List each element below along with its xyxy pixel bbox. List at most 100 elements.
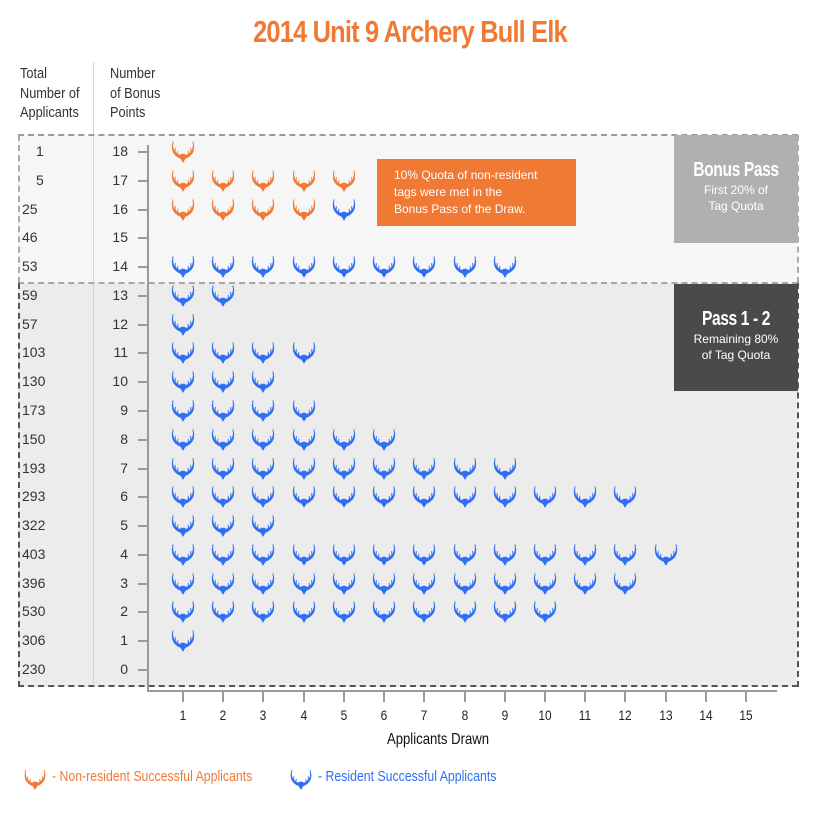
nonresident-elk-icon (22, 766, 48, 792)
x-tick (463, 692, 466, 702)
total-applicants-value: 25 (22, 200, 38, 217)
resident-elk-icon (571, 482, 599, 510)
resident-elk-icon (330, 425, 358, 453)
resident-elk-icon (290, 482, 318, 510)
bonus-points-value: 2 (120, 603, 128, 620)
x-tick-label: 13 (658, 707, 673, 723)
bonus-pass-sub: First 20% of (703, 183, 769, 197)
resident-elk-icon (169, 597, 197, 625)
x-tick (624, 692, 627, 702)
resident-elk-icon (451, 252, 479, 280)
legend-resident: - Resident Successful Applicants (318, 768, 497, 785)
bonus-points-value: 12 (112, 315, 128, 332)
y-tick (138, 237, 148, 240)
resident-elk-icon (571, 569, 599, 597)
x-tick-label: 12 (618, 707, 632, 723)
nonresident-elk-icon (290, 166, 318, 194)
total-applicants-value: 530 (22, 603, 46, 620)
y-tick (138, 467, 148, 470)
x-tick-label: 4 (300, 707, 307, 723)
dashed-border-right (797, 283, 799, 687)
y-tick (138, 151, 148, 153)
y-tick (138, 410, 148, 412)
resident-elk-icon (611, 482, 639, 510)
bonus-pass-sub: Tag Quota (708, 199, 764, 213)
bonus-points-value: 13 (112, 286, 128, 303)
total-applicants-value: 130 (22, 373, 46, 390)
resident-elk-icon (249, 511, 277, 539)
nonresident-elk-icon (330, 166, 358, 194)
resident-elk-icon (169, 425, 197, 453)
bonus-points-value: 10 (112, 373, 128, 390)
chart-title: 2014 Unit 9 Archery Bull Elk (253, 14, 568, 49)
resident-elk-icon (169, 569, 197, 597)
resident-elk-icon (410, 540, 438, 568)
nonresident-elk-icon (249, 195, 277, 223)
bonus-points-value: 18 (112, 143, 128, 159)
resident-elk-icon (169, 454, 197, 482)
x-tick (704, 692, 707, 702)
pass-sub: of Tag Quota (701, 348, 771, 362)
dashed-border-right (797, 135, 799, 283)
resident-elk-icon (209, 569, 237, 597)
nonresident-quota-note: 10% Quota of non-resident tags were met … (377, 159, 576, 226)
column-divider (93, 62, 94, 687)
header-line: Number of (20, 84, 80, 102)
resident-elk-icon (209, 367, 237, 395)
resident-elk-icon (249, 252, 277, 280)
resident-elk-icon (209, 597, 237, 625)
resident-elk-icon (169, 367, 197, 395)
x-tick-label: 9 (501, 707, 509, 723)
x-tick (383, 692, 386, 702)
x-tick (503, 692, 506, 702)
header-line: Number (110, 65, 156, 82)
bonus-points-value: 0 (120, 661, 128, 677)
dashed-border-divider (18, 282, 798, 284)
resident-elk-icon (169, 511, 197, 539)
resident-elk-icon (410, 482, 438, 510)
y-tick (138, 669, 148, 671)
x-tick (584, 692, 587, 702)
header-line: Points (110, 104, 146, 121)
nonresident-elk-icon (169, 137, 197, 165)
pass-sub: Remaining 80% (693, 332, 779, 346)
resident-elk-icon (169, 281, 197, 309)
dashed-border-left (18, 283, 20, 687)
resident-elk-icon (531, 597, 559, 625)
y-tick (138, 266, 148, 269)
x-axis (147, 690, 777, 692)
bonus-points-value: 3 (120, 574, 128, 591)
resident-elk-icon (330, 540, 358, 568)
x-tick (543, 692, 546, 702)
resident-elk-icon (370, 597, 398, 625)
total-applicants-value: 46 (22, 229, 38, 246)
y-tick (138, 294, 148, 297)
bonus-points-value: 9 (120, 402, 128, 418)
total-applicants-value: 5 (36, 171, 44, 188)
resident-elk-icon (491, 454, 519, 482)
x-tick (302, 692, 305, 702)
total-applicants-value: 306 (22, 632, 46, 649)
resident-elk-icon (330, 252, 358, 280)
resident-elk-icon (290, 597, 318, 625)
x-tick-label: 11 (578, 707, 592, 723)
dashed-border-top (18, 134, 798, 136)
bonus-points-value: 1 (120, 632, 128, 649)
resident-elk-icon (290, 540, 318, 568)
resident-elk-icon (491, 252, 519, 280)
note-line: 10% Quota of non-resident (394, 168, 538, 182)
resident-elk-icon (249, 338, 277, 366)
total-applicants-value: 53 (22, 258, 38, 275)
pass-heading: Pass 1 - 2 (701, 308, 771, 330)
total-applicants-value: 173 (22, 402, 46, 418)
total-applicants-value: 396 (22, 574, 46, 591)
resident-elk-icon (370, 540, 398, 568)
resident-elk-icon (370, 425, 398, 453)
nonresident-elk-icon (169, 166, 197, 194)
total-applicants-value: 293 (22, 488, 46, 505)
bonus-pass-heading: Bonus Pass (693, 159, 779, 181)
resident-elk-icon (169, 482, 197, 510)
total-applicants-value: 150 (22, 430, 46, 447)
y-tick (138, 208, 148, 211)
resident-elk-icon (249, 367, 277, 395)
